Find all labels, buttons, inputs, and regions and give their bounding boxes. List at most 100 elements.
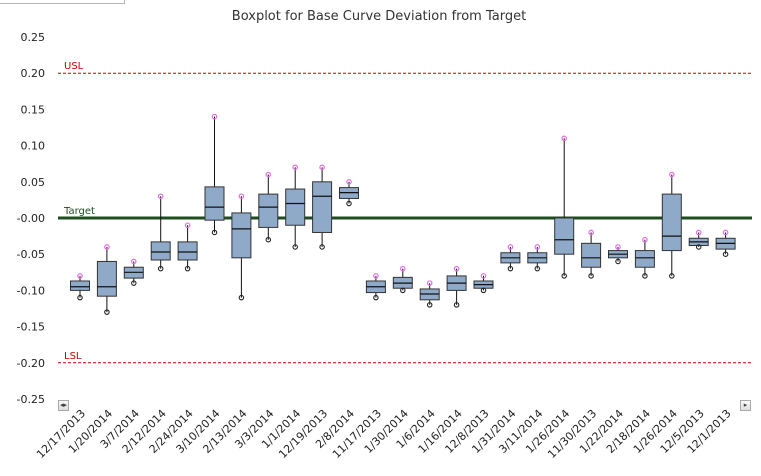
box xyxy=(634,250,655,268)
box xyxy=(70,280,90,291)
min-marker xyxy=(669,273,675,279)
box xyxy=(312,181,333,233)
max-marker xyxy=(319,164,325,171)
min-marker xyxy=(561,273,567,279)
max-marker xyxy=(642,236,648,243)
min-marker xyxy=(184,265,191,272)
box xyxy=(204,186,225,221)
min-marker xyxy=(534,265,541,272)
box-group xyxy=(554,135,575,279)
box-group xyxy=(96,244,117,315)
max-marker xyxy=(426,280,433,286)
max-marker xyxy=(722,229,729,236)
box-group xyxy=(177,222,198,272)
box-group xyxy=(150,193,171,272)
max-marker xyxy=(184,222,191,229)
max-marker xyxy=(668,171,675,178)
scroll-right-button[interactable]: ▸ xyxy=(740,400,751,411)
box-group xyxy=(527,244,548,272)
y-tick-label: 0.10 xyxy=(21,140,46,153)
x-axis-ticks: 12/17/20131/20/20143/7/20142/12/20142/24… xyxy=(34,407,734,461)
max-marker xyxy=(77,273,83,279)
box-group xyxy=(500,244,521,272)
min-marker xyxy=(319,244,325,250)
chart-title: Boxplot for Base Curve Deviation from Ta… xyxy=(232,9,526,24)
box-group xyxy=(204,113,225,236)
y-tick-label: 0.05 xyxy=(21,176,46,189)
box-group xyxy=(661,171,682,279)
min-marker xyxy=(642,273,648,279)
y-axis-ticks: 0.25 0.20 0.15 0.10 0.05 -0.00 -0.05 -0.10 -0.15… xyxy=(17,31,45,406)
max-marker xyxy=(561,135,568,142)
window-frame-edge xyxy=(0,0,125,4)
max-marker xyxy=(292,164,299,171)
reference-lines: USL Target LSL xyxy=(58,61,752,364)
min-marker xyxy=(104,309,110,315)
box xyxy=(661,193,682,252)
y-tick-label: -0.05 xyxy=(17,248,45,261)
max-marker xyxy=(615,244,621,250)
reference-label-lsl: LSL xyxy=(64,351,82,362)
box-group xyxy=(419,280,440,308)
box-group xyxy=(339,179,359,207)
y-tick-label: -0.10 xyxy=(17,284,45,297)
min-marker xyxy=(265,236,272,243)
min-marker xyxy=(615,258,621,265)
min-marker xyxy=(346,200,352,207)
min-marker xyxy=(292,244,298,250)
box-group xyxy=(581,229,602,279)
box-group xyxy=(70,273,90,301)
min-marker xyxy=(131,280,137,286)
min-marker xyxy=(722,251,729,257)
max-marker xyxy=(131,258,137,265)
box-group xyxy=(365,273,386,301)
max-marker xyxy=(265,171,272,178)
box-group xyxy=(231,193,252,301)
boxes xyxy=(70,113,736,315)
box-group xyxy=(473,273,494,294)
y-tick-label: 0.25 xyxy=(21,31,46,44)
max-marker xyxy=(588,229,594,236)
reference-label-target: Target xyxy=(63,206,95,217)
min-marker xyxy=(400,287,406,294)
max-marker xyxy=(211,113,218,120)
box xyxy=(554,217,575,255)
box xyxy=(258,193,279,228)
max-marker xyxy=(399,265,406,272)
box xyxy=(150,241,171,261)
min-marker xyxy=(373,294,379,301)
box-group xyxy=(715,229,736,257)
box-group xyxy=(285,164,306,250)
box xyxy=(96,260,117,297)
box xyxy=(177,241,198,261)
box-group xyxy=(688,229,709,250)
y-tick-label: 0.20 xyxy=(21,67,46,80)
box-group xyxy=(634,236,655,279)
min-marker xyxy=(77,294,83,301)
reference-label-usl: USL xyxy=(64,61,84,72)
box-group xyxy=(446,265,467,308)
box xyxy=(285,188,306,226)
scroll-left-button[interactable]: ◂▸ xyxy=(58,400,69,411)
y-tick-label: -0.00 xyxy=(17,212,45,225)
max-marker xyxy=(104,244,110,250)
min-marker xyxy=(211,229,218,236)
max-marker xyxy=(157,193,164,200)
box-group xyxy=(258,171,279,243)
y-tick-label: -0.15 xyxy=(17,321,45,334)
min-marker xyxy=(453,302,460,308)
max-marker xyxy=(480,273,487,279)
min-marker xyxy=(507,265,514,272)
box-group xyxy=(312,164,333,250)
min-marker xyxy=(238,294,245,301)
y-tick-label: 0.15 xyxy=(21,103,46,116)
box-group xyxy=(123,258,144,286)
max-marker xyxy=(238,193,245,200)
min-marker xyxy=(588,273,594,279)
max-marker xyxy=(346,179,352,185)
min-marker xyxy=(695,244,702,250)
min-marker xyxy=(426,302,433,308)
y-tick-label: -0.20 xyxy=(17,357,45,370)
min-marker xyxy=(480,287,487,294)
